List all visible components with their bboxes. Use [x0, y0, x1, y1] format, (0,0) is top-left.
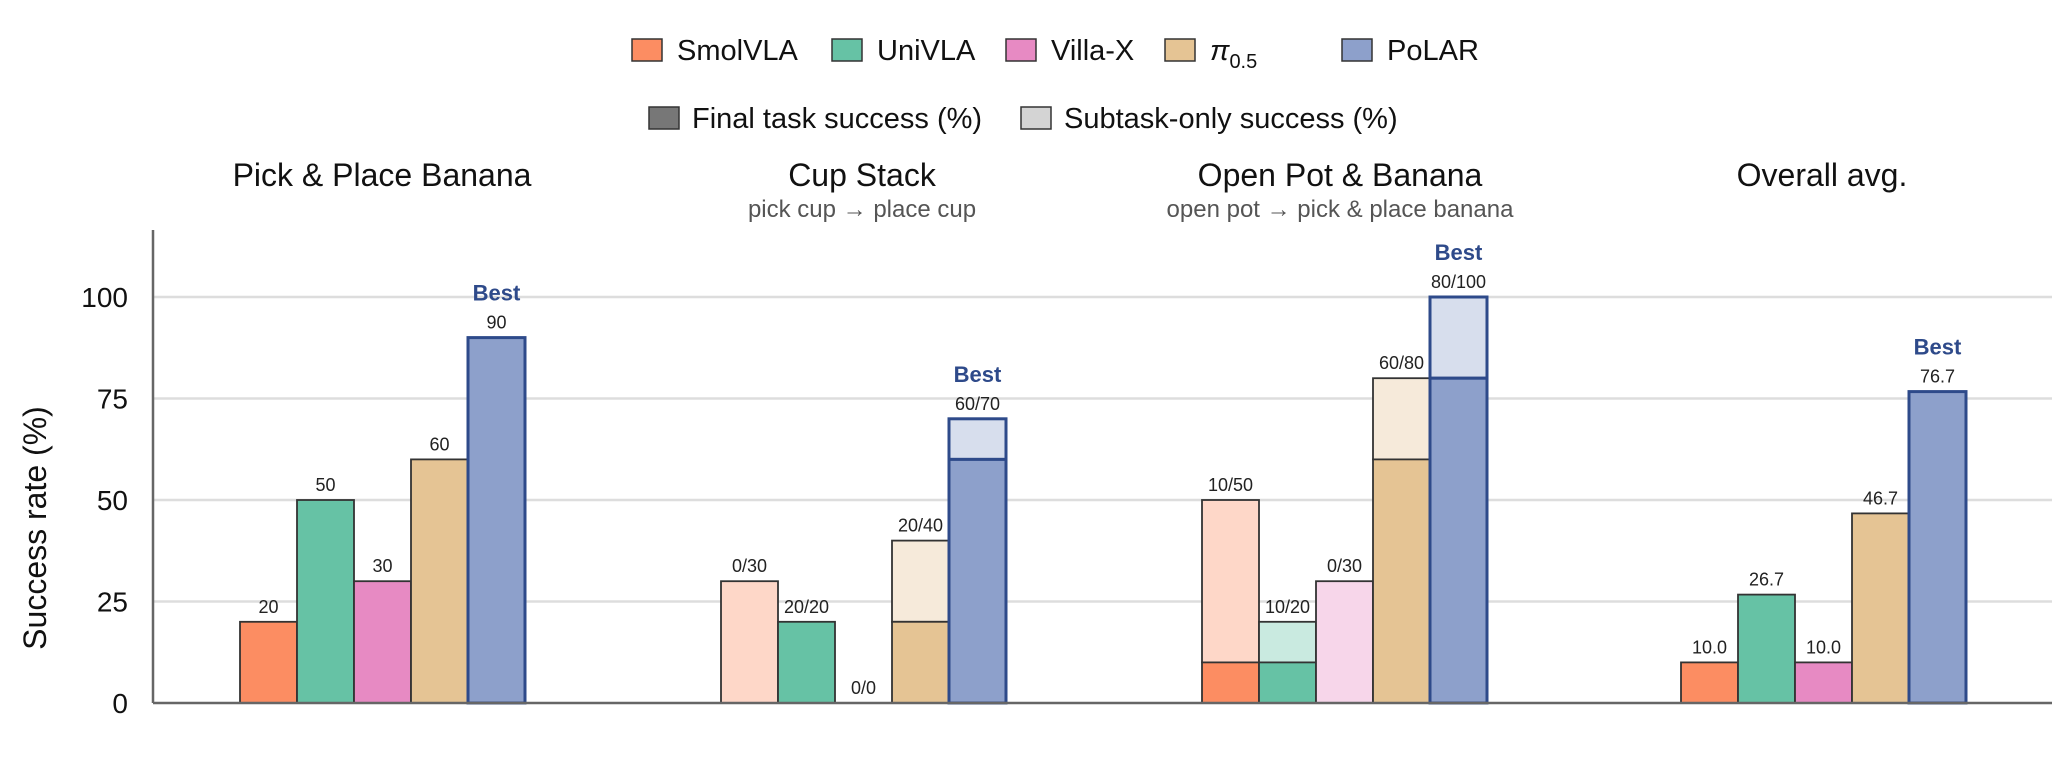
legend-swatch	[1341, 38, 1373, 62]
y-tick-label: 50	[97, 485, 128, 516]
value-label: 0/0	[851, 678, 876, 698]
group-titles: Pick & Place Banana Cup Stack pick cup → p…	[233, 157, 1908, 223]
legend-label: Villa-X	[1051, 35, 1134, 67]
legend-swatch	[1164, 38, 1196, 62]
value-label: 30	[372, 556, 392, 576]
group-title: Cup Stack	[788, 157, 937, 193]
value-label: 80/100	[1431, 272, 1486, 292]
value-label: 0/30	[1327, 556, 1362, 576]
bars	[239, 295, 1968, 705]
legend-style-label: Final task success (%)	[692, 103, 982, 135]
value-label: 60/70	[955, 394, 1000, 414]
bar-final	[947, 457, 1008, 705]
bar-subtask	[947, 417, 1008, 461]
group-subtitle: open pot → pick & place banana	[1167, 196, 1515, 223]
bar-final	[1258, 661, 1317, 704]
y-tick-label: 25	[97, 587, 128, 618]
value-label: 20/40	[898, 516, 943, 536]
bar-subtask	[891, 539, 950, 623]
value-label: 90	[486, 313, 506, 333]
bar-final	[1737, 593, 1796, 704]
bar-subtask	[1315, 580, 1374, 704]
bar-subtask	[1372, 377, 1431, 461]
legend-style-swatch	[648, 106, 680, 130]
bar-final	[1201, 661, 1260, 704]
group-title: Open Pot & Banana	[1198, 157, 1483, 193]
bar-final	[1428, 376, 1489, 705]
group-subtitle: pick cup → place cup	[748, 196, 976, 223]
bar-final	[353, 580, 412, 704]
legend-label: UniVLA	[877, 35, 976, 67]
legend: SmolVLA UniVLA Villa-X π0.5 PoLAR Final task …	[631, 35, 1479, 135]
axes: 0 25 50 75 100	[81, 230, 2052, 719]
value-label: 26.7	[1749, 570, 1784, 590]
legend-swatch	[631, 38, 663, 62]
legend-style-swatch	[1020, 106, 1052, 130]
value-label: 76.7	[1920, 367, 1955, 387]
best-label: Best	[954, 362, 1002, 387]
bar-final	[466, 336, 527, 705]
legend-label: π0.5	[1210, 35, 1257, 73]
bar-final	[1851, 512, 1910, 704]
legend-label: SmolVLA	[677, 35, 799, 67]
value-label: 10/20	[1265, 597, 1310, 617]
value-label: 0/30	[732, 556, 767, 576]
group-title: Overall avg.	[1737, 157, 1908, 193]
legend-swatch	[831, 38, 863, 62]
legend-style-label: Subtask-only success (%)	[1064, 103, 1398, 135]
value-label: 50	[315, 475, 335, 495]
y-tick-label: 100	[81, 282, 128, 313]
group-title: Pick & Place Banana	[233, 157, 532, 193]
legend-label: PoLAR	[1387, 35, 1479, 67]
bar-final	[777, 620, 836, 704]
value-label: 46.7	[1863, 488, 1898, 508]
bar-final	[1794, 661, 1853, 704]
value-label: 20/20	[784, 597, 829, 617]
legend-swatch	[1005, 38, 1037, 62]
bar-subtask	[1428, 295, 1489, 380]
best-label: Best	[473, 281, 521, 306]
bar-final	[1372, 458, 1431, 704]
bar-subtask	[1258, 620, 1317, 664]
y-axis-label: Success rate (%)	[17, 406, 53, 650]
value-label: 20	[258, 597, 278, 617]
value-label: 10/50	[1208, 475, 1253, 495]
value-labels: 20 50 30 60 90 Best 0/30 20/20 0/0 20/40 60/70 Best…	[258, 240, 1962, 698]
bar-final	[891, 620, 950, 704]
bar-final	[1907, 390, 1968, 705]
value-label: 60	[429, 434, 449, 454]
best-label: Best	[1914, 335, 1962, 360]
y-tick-label: 75	[97, 384, 128, 415]
best-label: Best	[1435, 240, 1483, 265]
value-label: 60/80	[1379, 353, 1424, 373]
bar-subtask	[720, 580, 779, 704]
bar-final	[239, 620, 298, 704]
bar-final	[1680, 661, 1739, 704]
y-tick-label: 0	[112, 688, 128, 719]
value-label: 10.0	[1692, 637, 1727, 657]
bar-final	[296, 499, 355, 704]
value-label: 10.0	[1806, 637, 1841, 657]
bar-subtask	[1201, 499, 1260, 664]
bar-final	[410, 458, 469, 704]
